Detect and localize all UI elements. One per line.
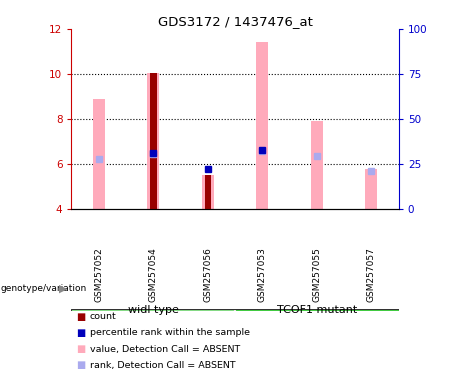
Bar	[202, 175, 214, 209]
Bar	[71, 309, 235, 311]
Text: GSM257053: GSM257053	[258, 247, 267, 302]
Text: GSM257057: GSM257057	[367, 247, 376, 302]
Text: TCOF1 mutant: TCOF1 mutant	[277, 305, 357, 315]
Text: ■: ■	[76, 328, 85, 338]
Bar	[366, 169, 378, 209]
Text: value, Detection Call = ABSENT: value, Detection Call = ABSENT	[90, 344, 240, 354]
Bar	[235, 309, 399, 311]
Text: GSM257054: GSM257054	[149, 247, 158, 302]
Bar	[205, 175, 211, 209]
Text: count: count	[90, 312, 117, 321]
Text: ■: ■	[76, 312, 85, 322]
Bar	[147, 73, 160, 209]
Bar	[93, 99, 105, 209]
Text: ■: ■	[76, 344, 85, 354]
Text: genotype/variation: genotype/variation	[1, 285, 87, 293]
Bar	[150, 73, 157, 209]
Text: ■: ■	[76, 360, 85, 370]
Text: GSM257055: GSM257055	[313, 247, 321, 302]
Text: GSM257056: GSM257056	[203, 247, 213, 302]
Title: GDS3172 / 1437476_at: GDS3172 / 1437476_at	[158, 15, 313, 28]
Text: ▶: ▶	[59, 284, 68, 294]
Bar	[256, 42, 268, 209]
Text: widl type: widl type	[128, 305, 179, 315]
Text: GSM257052: GSM257052	[94, 247, 103, 302]
Text: percentile rank within the sample: percentile rank within the sample	[90, 328, 250, 338]
Text: rank, Detection Call = ABSENT: rank, Detection Call = ABSENT	[90, 361, 236, 370]
Bar	[311, 121, 323, 209]
